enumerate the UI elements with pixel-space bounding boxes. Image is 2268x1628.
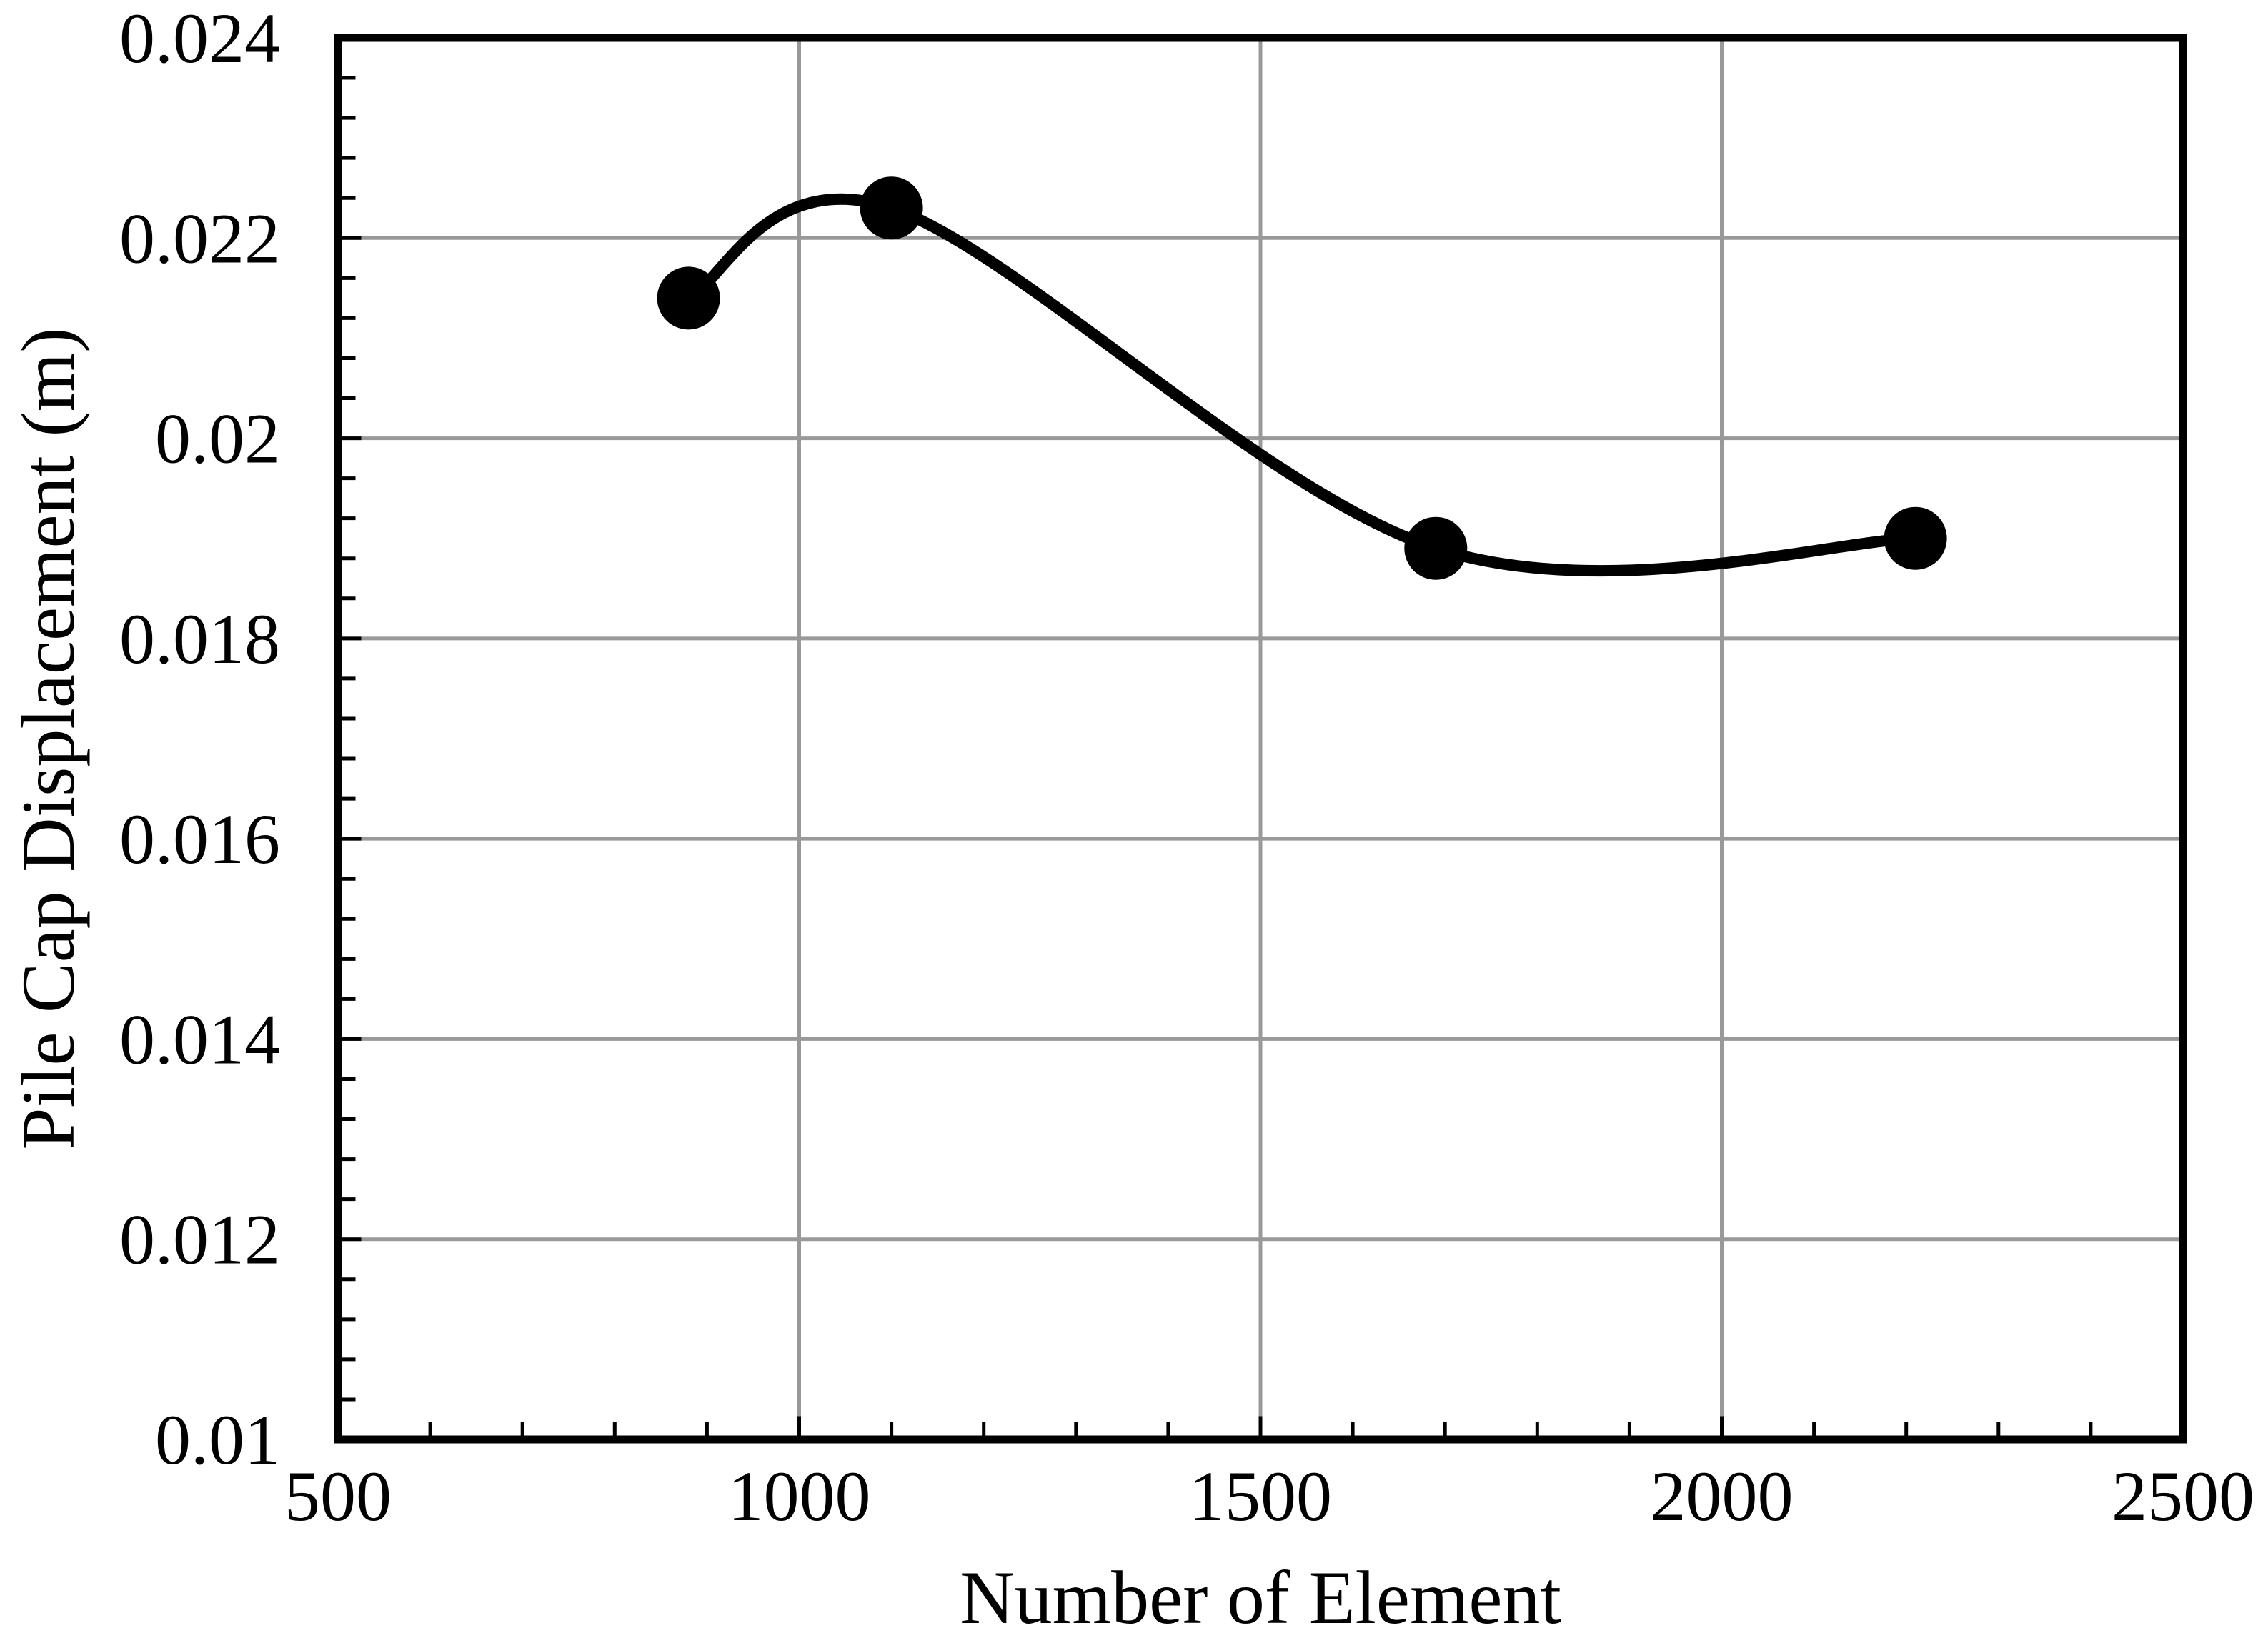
x-tick-label: 2500 (2112, 1457, 2254, 1536)
data-point-marker (860, 176, 923, 240)
y-tick-label: 0.024 (119, 0, 280, 78)
y-tick-label: 0.012 (119, 1200, 280, 1279)
x-tick-label: 1500 (1189, 1457, 1332, 1536)
x-tick-label: 500 (284, 1457, 392, 1536)
data-point-marker (657, 266, 720, 330)
axis-ticks (342, 76, 2093, 1436)
x-tick-labels: 500 1000 1500 2000 2500 (284, 1457, 2254, 1536)
data-point-marker (1884, 506, 1947, 570)
x-axis-title: Number of Element (960, 1556, 1561, 1628)
series-line (682, 193, 1921, 577)
y-tick-label: 0.014 (119, 999, 280, 1079)
data-series (657, 176, 1947, 580)
y-tick-label: 0.018 (119, 599, 280, 679)
y-tick-labels: 0.01 0.012 0.014 0.016 0.018 0.02 0.022 0.024 (119, 0, 280, 1479)
y-tick-label: 0.016 (119, 799, 280, 879)
y-tick-label: 0.01 (155, 1400, 280, 1479)
data-point-marker (1404, 516, 1468, 580)
y-tick-label: 0.022 (119, 199, 280, 278)
gridlines (338, 38, 2183, 1439)
plot-frame (334, 34, 2187, 1444)
x-tick-label: 2000 (1651, 1457, 1794, 1536)
x-tick-label: 1000 (728, 1457, 871, 1536)
y-tick-label: 0.02 (155, 399, 280, 479)
y-axis-title: Pile Cap Displacement (m) (6, 328, 90, 1150)
